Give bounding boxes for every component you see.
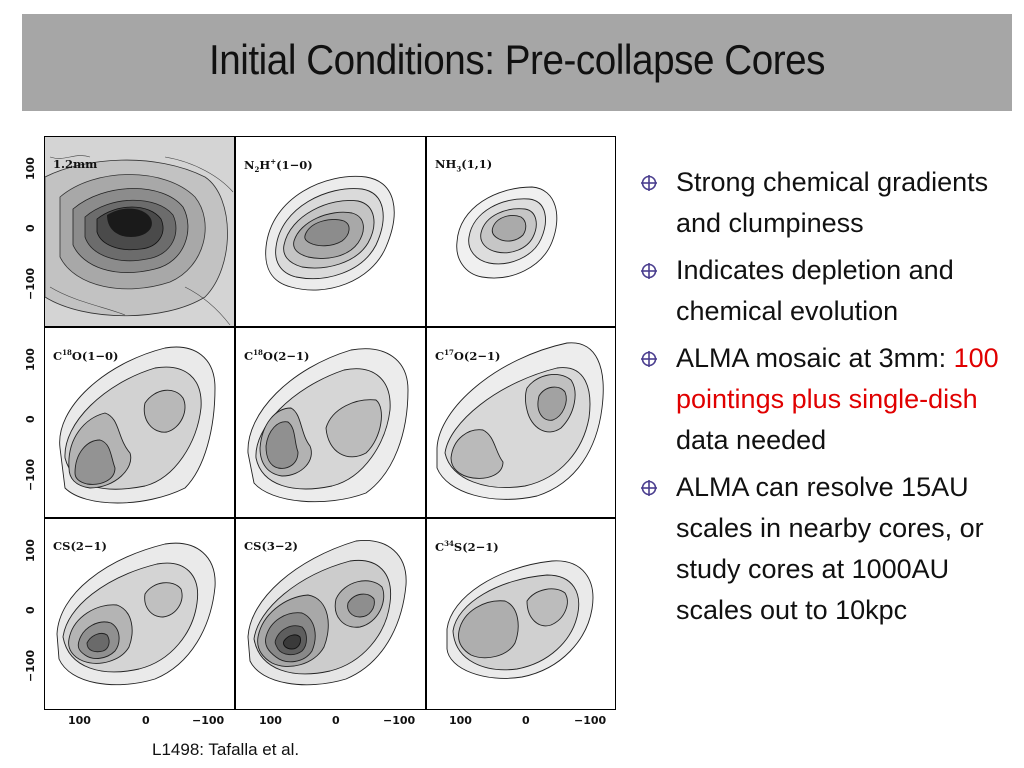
- contour-map-figure: 1.2mm N2H+(1−0) NH3(1,1) C18O(1−0): [44, 136, 616, 710]
- x-tick-label: −100: [383, 714, 416, 727]
- contour-map-nh3: [456, 186, 558, 279]
- panel-label: CS(3−2): [244, 539, 298, 553]
- x-tick-label: 0: [142, 714, 150, 727]
- panel-c18o-21: C18O(2−1): [236, 328, 426, 518]
- y-tick-label: −100: [24, 458, 37, 491]
- contour-map-1.2mm: [45, 137, 235, 327]
- panel-nh3: NH3(1,1): [427, 137, 617, 327]
- grid-divider: [425, 137, 427, 709]
- circle-cross-bullet-icon: [641, 351, 657, 367]
- x-tick-label: −100: [192, 714, 225, 727]
- contour-map-cs-21: [56, 542, 216, 686]
- x-tick-label: 0: [522, 714, 530, 727]
- contour-map-c17o-21: [436, 342, 604, 500]
- x-tick-label: 0: [332, 714, 340, 727]
- circle-cross-bullet-icon: [641, 263, 657, 279]
- grid-divider: [234, 137, 236, 709]
- panel-label: C17O(2−1): [435, 348, 501, 363]
- bullet-item: Indicates depletion and chemical evoluti…: [640, 250, 1000, 332]
- panel-label: C34S(2−1): [435, 539, 499, 554]
- x-tick-label: 100: [449, 714, 472, 727]
- panel-label: 1.2mm: [53, 157, 98, 171]
- slide-title: Initial Conditions: Pre-collapse Cores: [208, 36, 826, 83]
- panel-n2h: N2H+(1−0): [236, 137, 426, 327]
- panel-cs-21: CS(2−1): [45, 519, 235, 709]
- bullet-text: ALMA mosaic at 3mm:: [676, 343, 954, 373]
- y-tick-label: 0: [24, 415, 37, 423]
- bullet-item: ALMA can resolve 15AU scales in nearby c…: [640, 467, 1000, 631]
- contour-map-n2h: [265, 175, 395, 291]
- bullet-text: ALMA can resolve 15AU scales in nearby c…: [676, 472, 984, 625]
- bullet-item: ALMA mosaic at 3mm: 100 pointings plus s…: [640, 338, 1000, 461]
- contour-map-c34s-21: [446, 560, 594, 679]
- figure-caption: L1498: Tafalla et al.: [152, 740, 300, 759]
- contour-map-c18o-10: [59, 346, 216, 504]
- contour-map-cs-32: [247, 540, 407, 686]
- panel-cs-32: CS(3−2): [236, 519, 426, 709]
- y-tick-label: 100: [24, 348, 37, 371]
- x-tick-label: −100: [574, 714, 607, 727]
- circle-cross-bullet-icon: [641, 175, 657, 191]
- bullet-highlight-text: 100 pointings plus single-dish: [676, 343, 999, 414]
- bullet-item: Strong chemical gradients and clumpiness: [640, 162, 1000, 244]
- y-tick-label: −100: [24, 649, 37, 682]
- bullet-text: Indicates depletion and chemical evoluti…: [676, 255, 954, 326]
- panel-c34s-21: C34S(2−1): [427, 519, 617, 709]
- panel-c18o-10: C18O(1−0): [45, 328, 235, 518]
- panel-1.2mm: 1.2mm: [45, 137, 235, 327]
- grid-divider: [45, 326, 615, 328]
- y-tick-label: 100: [24, 539, 37, 562]
- y-tick-label: 0: [24, 224, 37, 232]
- title-bar: Initial Conditions: Pre-collapse Cores: [22, 14, 1012, 111]
- grid-divider: [45, 517, 615, 519]
- panel-label: N2H+(1−0): [244, 157, 313, 175]
- panel-label: C18O(1−0): [53, 348, 119, 363]
- panel-label: C18O(2−1): [244, 348, 310, 363]
- panel-label: NH3(1,1): [435, 157, 493, 174]
- x-tick-label: 100: [68, 714, 91, 727]
- bullet-list: Strong chemical gradients and clumpiness…: [640, 162, 1000, 637]
- y-tick-label: −100: [24, 267, 37, 300]
- circle-cross-bullet-icon: [641, 480, 657, 496]
- panel-label: CS(2−1): [53, 539, 107, 553]
- y-tick-label: 0: [24, 606, 37, 614]
- x-tick-label: 100: [259, 714, 282, 727]
- bullet-text: data needed: [676, 425, 827, 455]
- panel-c17o-21: C17O(2−1): [427, 328, 617, 518]
- contour-map-c18o-21: [247, 348, 409, 503]
- bullet-text: Strong chemical gradients and clumpiness: [676, 167, 989, 238]
- y-tick-label: 100: [24, 157, 37, 180]
